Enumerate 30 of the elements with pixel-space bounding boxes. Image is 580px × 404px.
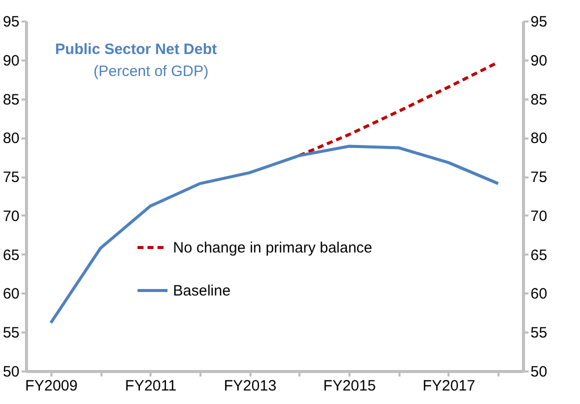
legend-label: No change in primary balance	[173, 240, 372, 256]
y-tick-label: 55	[2, 324, 20, 342]
x-tick-label: FY2013	[224, 378, 276, 394]
y-tick-label: 75	[2, 169, 20, 186]
y2-tick-label: 70	[530, 208, 548, 225]
y2-tick-label: 95	[530, 14, 548, 30]
y2-tick-label: 60	[530, 286, 548, 303]
y2-tick-label: 90	[530, 52, 548, 70]
y2-tick-label: 85	[530, 91, 548, 108]
text: Public Sector Net Debt	[55, 41, 217, 58]
y2-tick-label: 55	[530, 324, 548, 342]
y-tick-label: 90	[2, 52, 20, 70]
x-tick-label: FY2011	[125, 378, 176, 394]
y2-tick-label: 75	[530, 169, 548, 186]
y-tick-label: 80	[2, 130, 20, 148]
y-tick-label: 70	[2, 208, 20, 225]
y2-tick-label: 80	[530, 130, 548, 148]
y-tick-label: 65	[2, 246, 20, 264]
y-tick-label: 85	[2, 91, 20, 108]
x-tick-label: FY2009	[25, 378, 78, 394]
y2-tick-label: 65	[530, 246, 548, 264]
text: (Percent of GDP)	[93, 63, 209, 80]
y-tick-label: 95	[2, 14, 20, 30]
x-tick-label: FY2017	[422, 378, 476, 394]
x-tick-label: FY2015	[323, 378, 376, 394]
y-tick-label: 50	[2, 364, 20, 380]
y2-tick-label: 50	[530, 364, 548, 380]
legend-label: Baseline	[173, 282, 231, 300]
line-series	[49, 144, 500, 324]
y-tick-label: 60	[2, 286, 20, 303]
